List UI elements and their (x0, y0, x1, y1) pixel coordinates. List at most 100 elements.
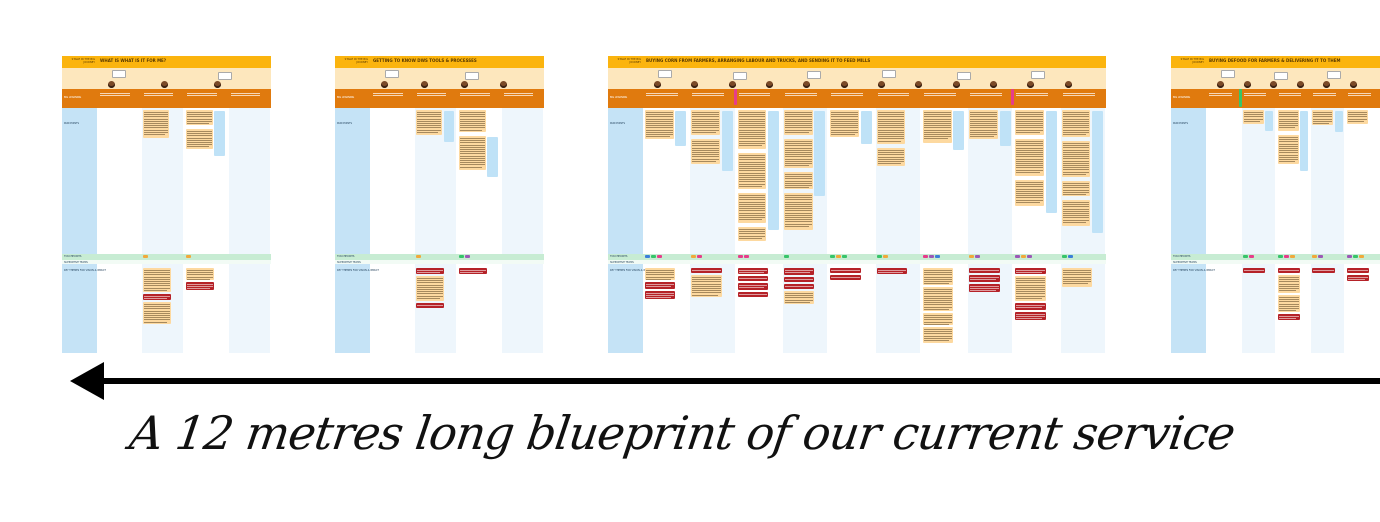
text-line (1278, 137, 1298, 138)
text-line (738, 235, 766, 237)
text-line (1016, 197, 1044, 198)
text-line (1278, 145, 1298, 147)
text-line (692, 141, 720, 142)
text-line (970, 123, 997, 124)
step-band (62, 89, 271, 108)
text-line (1243, 95, 1267, 96)
text-line (143, 312, 170, 314)
text-line (738, 212, 766, 214)
text-line (692, 120, 720, 122)
touchpoint-chip (1289, 255, 1295, 258)
text-line (646, 274, 675, 275)
text-line (1062, 191, 1090, 193)
text-line (877, 140, 902, 142)
text-line (877, 163, 902, 164)
text-line (646, 272, 675, 273)
touchpoint-chip (465, 255, 470, 258)
journey-column (371, 108, 413, 353)
text-line (1062, 123, 1090, 124)
stage-label: STAGE IN THE BIG JOURNEY (617, 58, 641, 64)
opportunity-sticky (186, 282, 215, 290)
board-title: GETTING TO KNOW DWS TOOLS & PROCESSES (373, 58, 477, 63)
text-line (460, 153, 485, 154)
text-line (923, 136, 951, 137)
text-line (877, 125, 905, 126)
text-line (784, 112, 812, 113)
text-line (1348, 118, 1368, 120)
text-line (970, 134, 997, 135)
touchpoint-chip (783, 255, 789, 258)
insight-sticky (1092, 111, 1104, 144)
pain-point-sticky (186, 129, 213, 149)
thought-bubble (464, 72, 479, 80)
text-line (187, 278, 211, 280)
text-line (1243, 120, 1260, 122)
text-line (923, 308, 950, 310)
text-line (646, 131, 673, 133)
text-line (784, 125, 812, 126)
text-line (738, 285, 768, 286)
touchpoint-chip (691, 255, 697, 258)
pain-point-sticky (783, 172, 813, 189)
text-line (923, 129, 951, 131)
text-line (1062, 154, 1090, 155)
text-line (1062, 149, 1090, 151)
touchpoint-chip (186, 255, 191, 258)
text-line (1348, 120, 1365, 122)
text-line (1278, 143, 1298, 145)
opportunity-sticky (1312, 268, 1335, 273)
pain-point-sticky (415, 110, 443, 135)
text-line (784, 165, 809, 166)
text-line (784, 176, 812, 177)
text-line (646, 276, 675, 278)
stage-label: STAGE IN THE BIG JOURNEY (71, 58, 95, 64)
text-line (877, 95, 910, 96)
text-line (416, 289, 443, 290)
text-line (923, 293, 953, 294)
opportunity-sticky (922, 327, 954, 343)
opportunity-sticky (1015, 303, 1046, 310)
row-label-support: SUPPORTIVE TEAMS (610, 261, 634, 264)
text-line (143, 278, 170, 280)
insight-sticky (1299, 111, 1308, 138)
step-description (645, 92, 679, 98)
text-line (738, 210, 766, 211)
board-header: STAGE IN THE BIG JOURNEY BUYING DEFOOD FO… (1171, 56, 1380, 68)
row-label-column (335, 108, 370, 353)
row-label-big-learning: BIG LEARNING (337, 96, 355, 99)
pain-point-sticky (783, 139, 813, 168)
row-label-touchpoints: TOUCHPOINTS (64, 255, 82, 258)
text-line (1016, 147, 1044, 149)
text-line (738, 179, 766, 180)
text-line (1016, 129, 1044, 131)
text-line (1313, 112, 1333, 113)
blueprint-board: STAGE IN THE BIG JOURNEY BUYING DEFOOD FO… (1171, 56, 1380, 353)
supportive-teams-band (335, 260, 544, 264)
step-band (335, 89, 544, 108)
text-line (1348, 116, 1368, 117)
text-line (143, 310, 170, 312)
text-line (738, 125, 766, 126)
text-line (738, 138, 766, 139)
text-line (877, 129, 905, 131)
step-band (1171, 89, 1380, 108)
text-line (1062, 116, 1090, 117)
touchpoint-chip (657, 255, 662, 258)
text-line (1062, 160, 1090, 162)
text-line (143, 308, 170, 309)
journey-column (644, 108, 689, 353)
text-line (692, 116, 720, 117)
text-line (1062, 274, 1092, 275)
text-line (460, 93, 490, 94)
text-line (1348, 270, 1369, 271)
persona-avatar (381, 81, 388, 88)
text-line (1348, 95, 1371, 96)
text-line (738, 199, 766, 200)
row-label-column (1171, 108, 1206, 353)
step-description (738, 92, 772, 98)
text-line (1348, 112, 1368, 113)
opportunity-sticky (1347, 268, 1370, 273)
touchpoint-chip (969, 255, 975, 258)
text-line (416, 286, 443, 288)
text-line (784, 197, 812, 198)
